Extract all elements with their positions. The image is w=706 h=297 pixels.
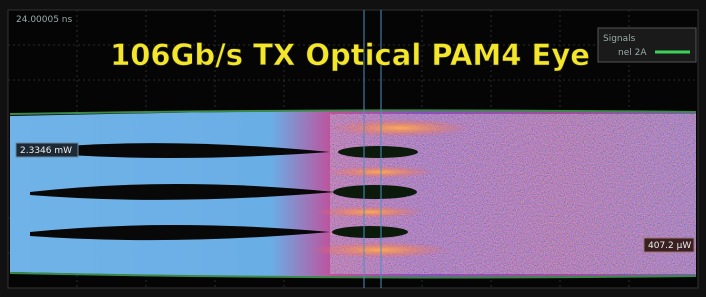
- time-label: 24.00005 ns: [16, 15, 73, 25]
- legend-title: Signals: [603, 34, 636, 44]
- marker-label: 407.2 μW: [648, 241, 691, 251]
- marker-label: 2.3346 mW: [20, 146, 72, 156]
- legend: Signals nel 2A: [598, 28, 696, 62]
- eye-diagram: [10, 110, 696, 278]
- upper-marker: 2.3346 mW: [16, 143, 78, 157]
- lower-marker: 407.2 μW: [644, 238, 694, 252]
- legend-entry: nel 2A: [618, 48, 647, 58]
- overlay-title: 106Gb/s TX Optical PAM4 Eye: [110, 38, 590, 72]
- scope-screenshot: 24.00005 ns Signals nel 2A 106Gb/s TX Op…: [0, 0, 706, 297]
